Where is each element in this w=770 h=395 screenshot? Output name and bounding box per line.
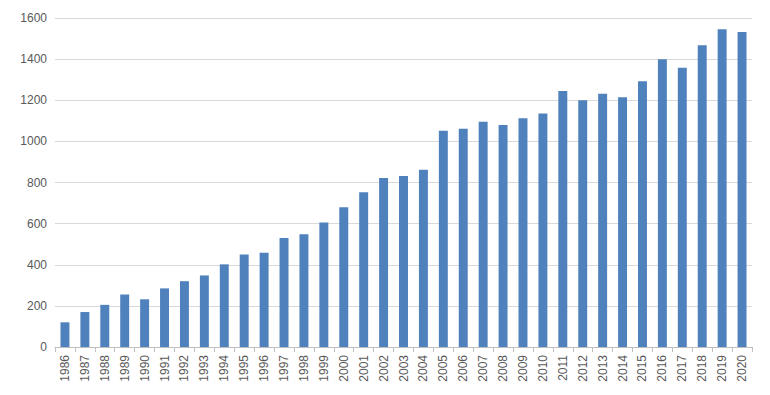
svg-text:2015: 2015 xyxy=(635,355,649,382)
svg-text:1999: 1999 xyxy=(317,355,331,382)
svg-text:1998: 1998 xyxy=(297,355,311,382)
svg-text:2018: 2018 xyxy=(695,355,709,382)
svg-text:1000: 1000 xyxy=(20,134,47,148)
svg-text:1993: 1993 xyxy=(197,355,211,382)
svg-text:2007: 2007 xyxy=(476,355,490,382)
svg-text:0: 0 xyxy=(40,340,47,354)
svg-text:2014: 2014 xyxy=(616,355,630,382)
svg-text:2008: 2008 xyxy=(496,355,510,382)
svg-text:2003: 2003 xyxy=(397,355,411,382)
svg-text:1989: 1989 xyxy=(118,355,132,382)
svg-text:2019: 2019 xyxy=(715,355,729,382)
svg-text:2012: 2012 xyxy=(576,355,590,382)
svg-text:2011: 2011 xyxy=(556,355,570,381)
svg-text:1986: 1986 xyxy=(58,355,72,382)
svg-text:1991: 1991 xyxy=(158,355,172,382)
svg-text:2010: 2010 xyxy=(536,355,550,382)
svg-text:2009: 2009 xyxy=(516,355,530,382)
svg-text:2004: 2004 xyxy=(416,355,430,382)
svg-text:2002: 2002 xyxy=(377,355,391,382)
svg-text:1995: 1995 xyxy=(237,355,251,382)
svg-text:1994: 1994 xyxy=(217,355,231,382)
svg-text:2005: 2005 xyxy=(436,355,450,382)
svg-text:1988: 1988 xyxy=(98,355,112,382)
svg-text:1996: 1996 xyxy=(257,355,271,382)
svg-text:2006: 2006 xyxy=(456,355,470,382)
svg-text:2001: 2001 xyxy=(357,355,371,382)
svg-text:1992: 1992 xyxy=(177,355,191,382)
svg-text:2017: 2017 xyxy=(675,355,689,382)
svg-text:600: 600 xyxy=(27,217,47,231)
svg-text:1400: 1400 xyxy=(20,52,47,66)
svg-text:200: 200 xyxy=(27,299,47,313)
svg-text:2020: 2020 xyxy=(735,355,749,382)
svg-text:1600: 1600 xyxy=(20,11,47,25)
svg-text:2016: 2016 xyxy=(655,355,669,382)
svg-text:2013: 2013 xyxy=(596,355,610,382)
svg-text:800: 800 xyxy=(27,176,47,190)
svg-text:1997: 1997 xyxy=(277,355,291,382)
svg-text:2000: 2000 xyxy=(337,355,351,382)
svg-text:1200: 1200 xyxy=(20,93,47,107)
svg-text:1987: 1987 xyxy=(78,355,92,382)
svg-text:1990: 1990 xyxy=(138,355,152,382)
svg-text:400: 400 xyxy=(27,258,47,272)
